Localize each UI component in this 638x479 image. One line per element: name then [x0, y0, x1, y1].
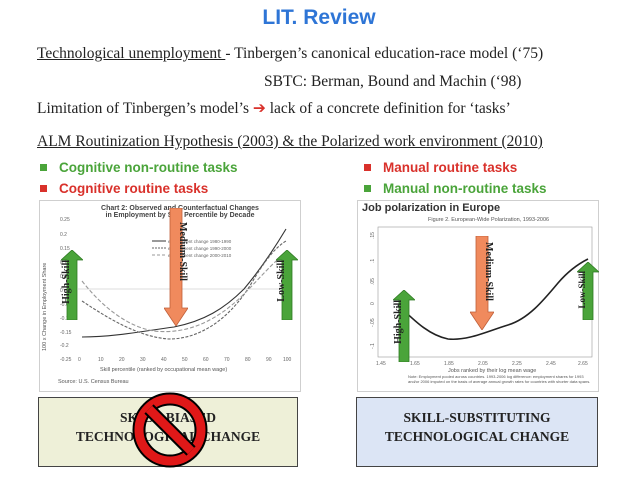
- xtick: 1.85: [444, 361, 454, 367]
- slide-title: LIT. Review: [262, 6, 376, 29]
- bullet-square-icon: [364, 185, 371, 192]
- ytick: -.05: [370, 318, 376, 327]
- medium-skill-label: Medium-Skill: [177, 222, 188, 281]
- left-chart-xlabel: Skill percentile (ranked by occupational…: [100, 367, 228, 373]
- right-chart-title: Job polarization in Europe: [362, 202, 501, 214]
- xtick: 70: [224, 357, 230, 363]
- low-skill-label: Low-Skill: [577, 271, 587, 309]
- legend-1980: employment change 1980-1990: [168, 239, 232, 244]
- technological-unemployment-text: Technological unemployment: [37, 45, 226, 62]
- limitation-rest-text: lack of a concrete definition for ‘tasks…: [265, 100, 511, 117]
- xtick: 100: [283, 357, 292, 363]
- ytick: -0.15: [60, 330, 72, 336]
- high-skill-label: High-Skill: [61, 260, 72, 304]
- high-skill-label: High-Skill: [393, 300, 404, 344]
- high-skill-arrow-right: High-Skill: [393, 290, 415, 362]
- right-arrow-icon: ➔: [252, 99, 266, 117]
- xtick: 0: [78, 357, 81, 363]
- bullet-cognitive-non-routine: Cognitive non-routine tasks: [40, 160, 238, 175]
- prohibition-icon: [132, 392, 208, 468]
- tinbergen-model-text: - Tinbergen’s canonical education-race m…: [225, 45, 544, 62]
- curve-1980-1990: [81, 228, 287, 338]
- ytick: -0.25: [60, 357, 72, 363]
- legend-2000: employment change 2000-2010: [168, 253, 232, 258]
- curve-1990-2000: [81, 240, 287, 340]
- ytick: .15: [370, 232, 376, 239]
- polarization-curve: [397, 258, 589, 341]
- right-chart-note: Note: Employment pooled across countries…: [408, 374, 591, 384]
- bullet-square-icon: [40, 185, 47, 192]
- ytick: -0.2: [60, 343, 69, 349]
- ytick: .1: [370, 259, 376, 263]
- line-technological-unemployment: Technological unemployment - Tinbergen’s…: [37, 45, 543, 63]
- line-sbtc: SBTC: Berman, Bound and Machin (‘98): [264, 73, 522, 90]
- xtick: 20: [119, 357, 125, 363]
- bullet-cognitive-routine: Cognitive routine tasks: [40, 181, 208, 196]
- ytick: .05: [370, 278, 376, 285]
- right-chart-yticks: .15 .1 .05 0 -.05 -.1: [370, 232, 376, 349]
- ytick: 0.25: [60, 217, 70, 223]
- xtick: 60: [203, 357, 209, 363]
- xtick: 2.05: [478, 361, 488, 367]
- xtick: 10: [98, 357, 104, 363]
- medium-skill-arrow-left: Medium-Skill: [164, 208, 188, 326]
- ytick: 0: [60, 288, 63, 294]
- bullet-square-icon: [364, 164, 371, 171]
- xtick: 40: [161, 357, 167, 363]
- high-skill-arrow-left: High-Skill: [61, 250, 83, 320]
- xtick: 30: [140, 357, 146, 363]
- bullet-manual-non-routine: Manual non-routine tasks: [364, 181, 547, 196]
- legend-1990: employment change 1990-2000: [168, 246, 232, 251]
- skill-substituting-line2: TECHNOLOGICAL CHANGE: [384, 429, 570, 444]
- xtick: 1.65: [410, 361, 420, 367]
- ytick: -0.05: [60, 302, 72, 308]
- left-chart-legend: employment change 1980-1990 employment c…: [152, 239, 232, 258]
- left-chart-plot: 0.25 0.2 0.15 0.1 0.05 0 -0.05 -0.1 -0.1…: [60, 217, 292, 363]
- low-skill-arrow-left: Low-Skill: [276, 250, 298, 320]
- xtick: 90: [266, 357, 272, 363]
- ytick: 0.05: [60, 274, 70, 280]
- low-skill-arrow-right: Low-Skill: [577, 262, 599, 320]
- line-alm-hypothesis: ALM Routinization Hypothesis (2003) & th…: [37, 133, 543, 150]
- right-chart-xlabel: Jobs ranked by their log mean wage: [448, 368, 537, 374]
- ytick: -0.1: [60, 316, 69, 322]
- line-limitation: Limitation of Tinbergen’s model’s ➔ lack…: [37, 99, 511, 118]
- left-chart-yticks: 0.25 0.2 0.15 0.1 0.05 0 -0.05 -0.1 -0.1…: [60, 217, 72, 363]
- right-chart-subtitle: Figure 2. European-Wide Polarization, 19…: [428, 217, 550, 223]
- xtick: 80: [245, 357, 251, 363]
- limitation-text: Limitation of Tinbergen’s model’s: [37, 100, 253, 117]
- xtick: 1.45: [376, 361, 386, 367]
- left-chart-xticks: 0 10 20 30 40 50 60 70 80 90 100: [78, 357, 292, 363]
- skill-substituting-box: SKILL-SUBSTITUTING TECHNOLOGICAL CHANGE: [356, 397, 598, 467]
- skill-substituting-line1: SKILL-SUBSTITUTING: [403, 410, 551, 425]
- medium-skill-arrow-right: Medium-Skill: [470, 236, 494, 330]
- ytick: -.1: [370, 343, 376, 349]
- low-skill-label: Low-Skill: [276, 260, 287, 302]
- bullet-square-icon: [40, 164, 47, 171]
- xtick: 50: [182, 357, 188, 363]
- xtick: 2.65: [578, 361, 588, 367]
- bullet-manual-routine: Manual routine tasks: [364, 160, 517, 175]
- xtick: 2.25: [512, 361, 522, 367]
- left-chart-ylabel: 100 x Change in Employment Share: [42, 262, 48, 351]
- ytick: 0: [370, 302, 376, 305]
- left-chart-source: Source: U.S. Census Bureau: [58, 379, 129, 385]
- ytick: 0.15: [60, 246, 70, 252]
- ytick: 0.1: [60, 260, 67, 266]
- ytick: 0.2: [60, 232, 67, 238]
- xtick: 2.45: [546, 361, 556, 367]
- medium-skill-label: Medium-Skill: [483, 242, 494, 301]
- right-chart-xticks: 1.45 1.65 1.85 2.05 2.25 2.45 2.65: [376, 361, 588, 367]
